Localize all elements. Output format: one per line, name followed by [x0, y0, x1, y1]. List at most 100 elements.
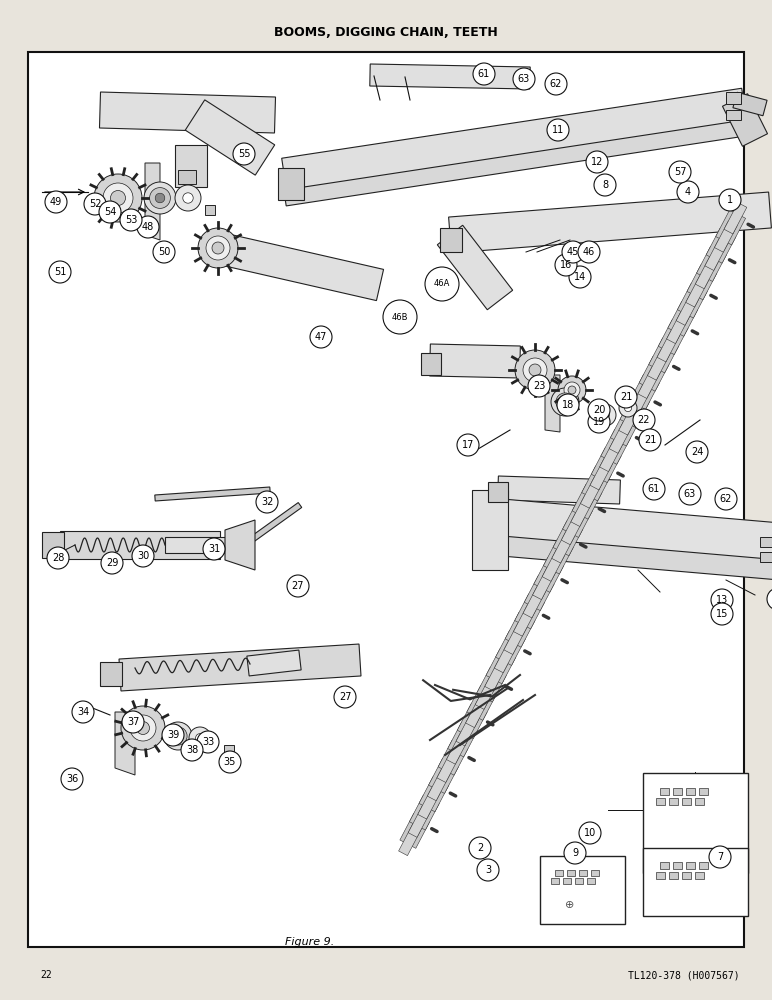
Circle shape — [206, 236, 230, 260]
Bar — [695, 872, 704, 879]
Circle shape — [709, 846, 731, 868]
Circle shape — [189, 727, 211, 749]
Polygon shape — [733, 92, 767, 116]
Polygon shape — [165, 537, 240, 553]
Text: 7: 7 — [717, 852, 723, 862]
Bar — [695, 798, 704, 805]
Circle shape — [181, 739, 203, 761]
Polygon shape — [659, 320, 688, 355]
Bar — [643, 848, 748, 916]
Text: 54: 54 — [103, 207, 117, 217]
Text: 21: 21 — [644, 435, 656, 445]
Circle shape — [174, 732, 182, 740]
Polygon shape — [553, 521, 583, 556]
Text: 57: 57 — [674, 167, 686, 177]
Bar — [660, 788, 669, 795]
Circle shape — [594, 174, 616, 196]
Polygon shape — [533, 568, 555, 600]
Circle shape — [469, 837, 491, 859]
Polygon shape — [706, 228, 736, 263]
Polygon shape — [723, 94, 767, 146]
Circle shape — [513, 68, 535, 90]
Bar — [686, 862, 695, 869]
Bar — [278, 168, 304, 200]
Text: 12: 12 — [591, 157, 603, 167]
Bar — [726, 92, 741, 104]
Polygon shape — [505, 612, 535, 647]
Circle shape — [94, 174, 142, 222]
Bar — [540, 856, 625, 924]
Text: 24: 24 — [691, 447, 703, 457]
Text: 2: 2 — [477, 843, 483, 853]
Polygon shape — [601, 429, 631, 464]
Circle shape — [588, 411, 610, 433]
Polygon shape — [524, 576, 554, 611]
Polygon shape — [409, 795, 439, 830]
Bar — [440, 228, 462, 252]
Bar — [669, 798, 678, 805]
Circle shape — [120, 209, 142, 231]
Circle shape — [523, 358, 547, 382]
Text: 28: 28 — [52, 553, 64, 563]
Text: 15: 15 — [716, 609, 728, 619]
Text: 27: 27 — [292, 581, 304, 591]
Circle shape — [183, 193, 193, 203]
Polygon shape — [430, 344, 520, 378]
Text: 17: 17 — [462, 440, 474, 450]
Circle shape — [84, 193, 106, 215]
Text: 63: 63 — [684, 489, 696, 499]
Bar — [563, 878, 571, 884]
Text: TL120-378 (H007567): TL120-378 (H007567) — [628, 970, 740, 980]
Polygon shape — [676, 294, 699, 325]
Circle shape — [310, 326, 332, 348]
Polygon shape — [225, 520, 255, 570]
Polygon shape — [582, 466, 611, 501]
Polygon shape — [590, 459, 613, 490]
Polygon shape — [437, 225, 513, 310]
Polygon shape — [687, 265, 717, 300]
Bar — [224, 745, 234, 755]
Circle shape — [61, 768, 83, 790]
Circle shape — [195, 734, 205, 742]
Polygon shape — [563, 503, 592, 537]
Text: 3: 3 — [485, 865, 491, 875]
Text: 31: 31 — [208, 544, 220, 554]
Polygon shape — [185, 100, 275, 175]
Text: 19: 19 — [593, 417, 605, 427]
Text: 50: 50 — [157, 247, 170, 257]
Bar — [760, 552, 772, 562]
Polygon shape — [239, 503, 302, 550]
Polygon shape — [630, 375, 659, 409]
Polygon shape — [611, 411, 640, 446]
Polygon shape — [515, 594, 544, 629]
Circle shape — [601, 411, 609, 419]
Polygon shape — [648, 349, 670, 380]
Text: 10: 10 — [584, 828, 596, 838]
Text: 35: 35 — [224, 757, 236, 767]
Bar — [587, 878, 595, 884]
Polygon shape — [457, 704, 487, 739]
Text: 49: 49 — [50, 197, 62, 207]
Bar — [682, 798, 691, 805]
Text: 18: 18 — [562, 400, 574, 410]
Bar — [660, 862, 669, 869]
Text: 32: 32 — [261, 497, 273, 507]
Text: 62: 62 — [720, 494, 732, 504]
Polygon shape — [155, 487, 270, 501]
Polygon shape — [398, 824, 422, 856]
Bar — [42, 532, 64, 558]
Circle shape — [150, 188, 171, 208]
Circle shape — [477, 859, 499, 881]
Circle shape — [203, 538, 225, 560]
Polygon shape — [438, 740, 468, 775]
Polygon shape — [486, 649, 516, 684]
Circle shape — [564, 382, 580, 398]
Polygon shape — [488, 498, 772, 567]
Text: 33: 33 — [201, 737, 214, 747]
Polygon shape — [215, 232, 384, 301]
Polygon shape — [449, 192, 771, 253]
Polygon shape — [628, 386, 651, 417]
Circle shape — [686, 441, 708, 463]
Circle shape — [47, 547, 69, 569]
Bar — [555, 870, 563, 876]
